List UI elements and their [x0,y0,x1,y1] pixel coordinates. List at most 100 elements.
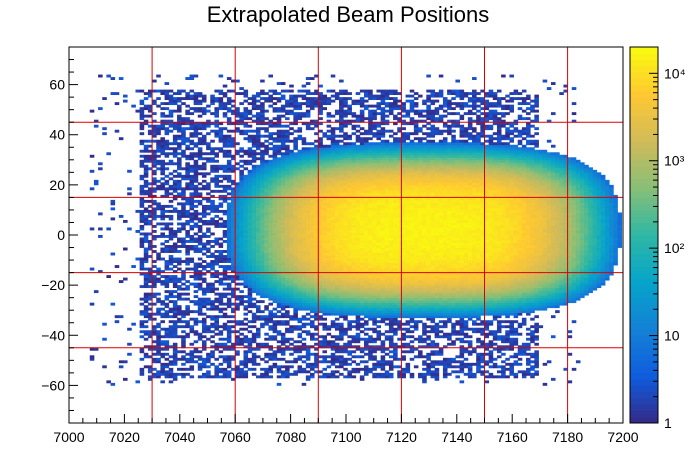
heatmap-cell [372,162,377,166]
heatmap-cell [268,292,273,296]
heatmap-cell [355,285,361,289]
heatmap-cell [226,355,232,359]
heatmap-cell [193,142,199,146]
heatmap-cell [143,184,149,188]
heatmap-cell [326,169,332,173]
heatmap-cell [139,189,145,193]
heatmap-cell [143,312,149,316]
heatmap-cell [289,204,294,208]
heatmap-cell [206,240,211,243]
heatmap-cell [334,365,340,369]
heatmap-cell [264,149,269,153]
heatmap-cell [143,154,149,158]
heatmap-cell [322,277,328,281]
heatmap-cell [160,207,165,211]
heatmap-cell [172,207,178,211]
heatmap-cell [293,197,298,201]
heatmap-cell [305,187,311,191]
heatmap-cell [276,152,282,156]
heatmap-cell [351,172,357,176]
heatmap-cell [185,297,190,301]
heatmap-cell [243,255,249,258]
heatmap-cell [193,212,199,216]
heatmap-cell [318,237,323,241]
heatmap-cell [206,327,211,331]
heatmap-cell [289,245,294,248]
heatmap-cell [293,257,298,261]
heatmap-cell [235,204,240,208]
heatmap-cell [314,159,319,163]
heatmap-cell [210,222,215,226]
heatmap-cell [255,144,261,148]
heatmap-cell [376,257,382,261]
heatmap-cell [322,237,328,241]
heatmap-cell [280,97,286,101]
heatmap-cell [297,182,303,186]
heatmap-cell [201,232,207,236]
heatmap-cell [201,292,207,296]
heatmap-cell [280,197,286,201]
heatmap-cell [339,167,344,171]
heatmap-cell [334,222,340,226]
heatmap-cell [210,245,215,248]
heatmap-cell [339,124,344,128]
heatmap-cell [168,142,174,146]
heatmap-cell [251,119,257,123]
heatmap-cell [280,167,286,171]
heatmap-cell [235,92,240,96]
heatmap-cell [359,302,365,306]
heatmap-cell [177,127,182,131]
heatmap-cell [326,260,332,263]
heatmap-cell [347,97,352,101]
heatmap-cell [330,255,336,258]
heatmap-cell [160,212,165,216]
heatmap-cell [251,232,257,236]
heatmap-cell [351,285,357,289]
heatmap-cell [347,204,352,208]
heatmap-cell [272,179,278,183]
heatmap-cell [380,347,386,351]
heatmap-cell [318,310,323,314]
heatmap-cell [318,192,323,196]
heatmap-cell [226,267,232,271]
heatmap-cell [226,305,232,309]
heatmap-cell [359,330,365,334]
heatmap-cell [206,132,211,136]
heatmap-cell [210,252,215,256]
heatmap-cell [231,260,236,263]
heatmap-cell [110,207,116,211]
heatmap-cell [309,209,315,213]
heatmap-cell [289,290,294,294]
heatmap-cell [193,204,199,208]
heatmap-cell [305,300,311,304]
heatmap-cell [364,345,369,349]
heatmap-cell [351,119,357,123]
heatmap-cell [384,272,390,276]
heatmap-cell [260,97,265,101]
heatmap-cell [355,199,361,203]
heatmap-cell [156,257,161,261]
heatmap-cell [359,99,365,103]
heatmap-cell [260,357,265,361]
heatmap-cell [384,232,390,236]
heatmap-cell [255,235,261,238]
heatmap-cell [243,162,249,166]
heatmap-cell [309,142,315,146]
heatmap-cell [384,362,390,366]
heatmap-cell [201,302,207,306]
heatmap-cell [164,372,170,376]
heatmap-cell [160,282,165,286]
heatmap-cell [181,137,186,141]
heatmap-cell [181,337,186,341]
heatmap-cell [301,174,307,178]
heatmap-cell [243,149,249,153]
heatmap-cell [172,280,178,284]
heatmap-cell [98,270,103,273]
heatmap-cell [172,229,178,233]
heatmap-cell [193,300,199,304]
heatmap-cell [235,295,240,299]
heatmap-cell [376,199,382,203]
heatmap-cell [243,250,249,253]
heatmap-cell [276,217,282,221]
heatmap-cell [231,377,236,381]
